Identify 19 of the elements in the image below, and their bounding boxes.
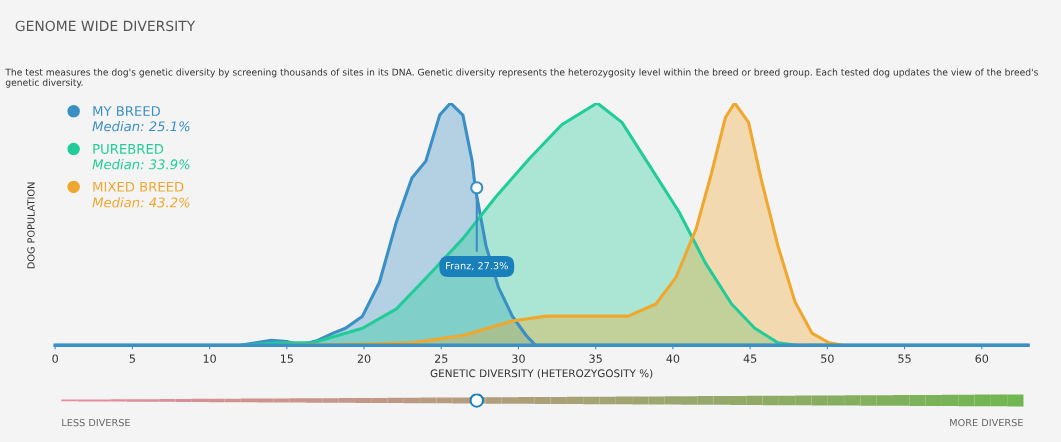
x-tick-label: 5	[129, 354, 135, 363]
x-tick-label: 20	[357, 354, 371, 363]
x-tick-label: 40	[666, 354, 680, 363]
x-tick-label: 10	[203, 354, 216, 363]
x-tick-label: 25	[435, 354, 448, 363]
x-axis-title: GENETIC DIVERSITY (HETEROZYGOSITY %)	[430, 369, 653, 379]
x-tick-label: 35	[589, 354, 602, 363]
text: LESS DIVERSE	[62, 418, 130, 427]
x-tick-label: 60	[975, 354, 989, 363]
x-tick-label: 55	[898, 354, 911, 363]
x-tick-label: 15	[280, 354, 293, 363]
x-tick-label: 50	[821, 354, 834, 363]
text: MORE DIVERSE	[950, 418, 1023, 427]
x-tick-label: 0	[52, 354, 58, 363]
chart-title: GENOME WIDE DIVERSITY	[15, 20, 196, 32]
x-tick-label: 30	[512, 354, 525, 363]
y-axis-title: DOG POPULATION	[27, 182, 35, 269]
x-tick-label: 45	[743, 354, 757, 363]
chart-subtitle: The test measures the dog's genetic diversity by screening thousands of sites in its DNA. Genetic diversity represents the heterozygosity level within the breed or breed group. Each tested dog updates the view of the breed's genetic diversity.	[5, 68, 1038, 88]
